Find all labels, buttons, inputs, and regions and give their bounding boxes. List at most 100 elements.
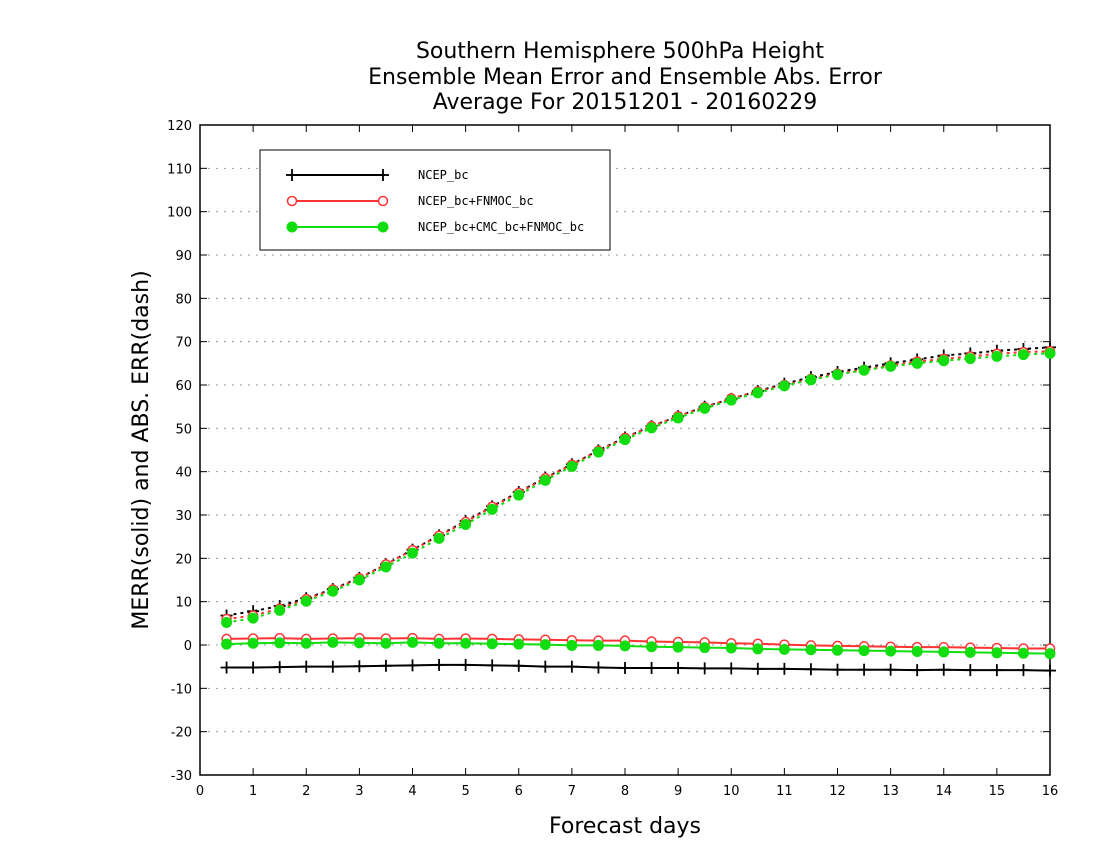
abserr-point [619,434,631,446]
chart-title: Southern Hemisphere 500hPa Height Ensemb… [368,39,883,115]
y-tick-label: 90 [175,249,192,264]
abserr-point [433,532,445,544]
merr-point [326,660,339,673]
abserr-point [221,616,233,628]
y-tick-label: 80 [175,292,192,307]
merr-point [832,644,843,656]
legend-item-0: NCEP_bc [286,168,469,182]
x-tick-label: 2 [302,784,310,799]
merr-point [885,645,897,657]
merr-line [226,663,1051,672]
abserr-point [407,547,418,559]
series-2 [221,347,1056,660]
legend-marker [377,169,389,181]
merr-point [353,637,365,649]
abserr-point [353,574,365,586]
merr-point [1044,648,1056,660]
y-tick-label: 10 [175,596,192,611]
abserr-point [566,460,578,472]
merr-point [592,661,605,674]
merr-point [300,637,312,649]
merr-point [964,646,976,658]
legend-label: NCEP_bc [418,168,469,182]
y-tick-label: 120 [167,119,192,134]
merr-point [937,663,950,676]
series-1 [221,345,1056,654]
merr-point [778,643,790,655]
y-tick-label: -20 [171,726,192,741]
merr-point [911,646,923,657]
abserr-point [486,503,498,515]
merr-point [379,659,392,672]
y-tick-label: 70 [175,336,192,351]
legend-label: NCEP_bc+FNMOC_bc [418,194,534,208]
x-tick-label: 6 [515,784,523,799]
merr-point [486,659,499,672]
legend-marker [286,195,298,207]
x-tick-label: 12 [829,784,846,799]
merr-point [725,642,737,654]
y-tick-label: 30 [175,509,192,524]
abserr-point [752,387,764,399]
abserr-point [460,519,472,531]
merr-point [1017,664,1030,677]
merr-point [752,643,764,655]
merr-point [221,638,233,650]
abserr-point [672,412,684,424]
abserr-point [938,355,950,367]
merr-point [990,664,1003,677]
merr-point [698,662,711,675]
merr-point [433,637,445,649]
merr-point [672,661,685,674]
merr-point [433,658,446,671]
merr-point [911,664,924,677]
x-tick-label: 3 [355,784,363,799]
abserr-point [778,380,790,392]
merr-point [778,662,791,675]
y-tick-label: 50 [175,422,192,437]
merr-point [725,662,738,675]
abserr-point [247,612,259,624]
x-tick-label: 14 [935,784,952,799]
abserr-point [380,561,392,573]
abserr-point [646,422,658,434]
legend-item-2: NCEP_bc+CMC_bc+FNMOC_bc [286,220,584,234]
abserr-point [832,369,843,381]
abserr-point [699,402,711,414]
x-tick-label: 1 [249,784,257,799]
merr-point [406,659,419,672]
merr-point [353,660,366,673]
legend-marker [286,169,298,181]
merr-point [539,660,552,673]
y-tick-label: 100 [167,206,192,221]
merr-point [1017,647,1029,659]
abserr-point [911,357,923,369]
x-tick-label: 5 [461,784,469,799]
merr-point [247,637,259,649]
y-tick-label: -30 [171,769,192,784]
merr-point [592,639,604,651]
abserr-point [885,360,897,372]
merr-point [884,663,897,676]
legend-marker [286,221,298,233]
chart-title-line-2: Ensemble Mean Error and Ensemble Abs. Er… [368,65,883,90]
y-tick-label: 40 [175,466,192,481]
abserr-point [964,353,976,365]
abserr-point [1017,349,1029,361]
x-tick-label: 9 [674,784,682,799]
legend-item-1: NCEP_bc+FNMOC_bc [286,194,534,208]
legend: NCEP_bc NCEP_bc+FNMOC_bc NCEP_bc+CMC_bc+FN… [259,149,611,251]
abserr-point [858,364,870,376]
abserr-point [1044,347,1056,359]
legend-marker [377,221,389,233]
merr-point [964,664,977,677]
merr-point [512,659,525,672]
merr-point [274,637,286,649]
x-tick-label: 0 [196,784,204,799]
y-tick-label: -10 [171,682,192,697]
abserr-line [226,350,1051,620]
merr-point [565,660,578,673]
chart-title-line-3: Average For 20151201 - 20160229 [433,90,818,115]
merr-point [460,637,472,649]
merr-point [220,661,233,674]
